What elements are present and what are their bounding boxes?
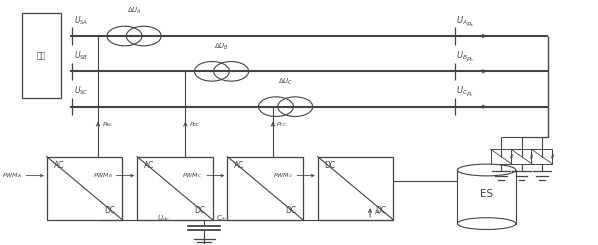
Text: $PWM_0$: $PWM_0$ xyxy=(273,171,293,180)
Text: AC: AC xyxy=(54,161,64,171)
Text: $\Delta U_C$: $\Delta U_C$ xyxy=(278,77,293,87)
Text: DC: DC xyxy=(285,206,296,215)
Bar xyxy=(22,13,62,98)
Bar xyxy=(457,170,515,224)
Text: $P_c$: $P_c$ xyxy=(466,90,474,99)
Text: $P_{BC}$: $P_{BC}$ xyxy=(189,121,201,129)
Bar xyxy=(532,149,553,164)
Text: $U_{SC}$: $U_{SC}$ xyxy=(74,85,89,98)
Text: $\beta$: $\beta$ xyxy=(509,152,514,161)
Text: $U_A$: $U_A$ xyxy=(456,14,468,27)
Bar xyxy=(47,157,123,220)
Bar xyxy=(511,149,532,164)
Text: DC: DC xyxy=(105,206,115,215)
Text: $P_b$: $P_b$ xyxy=(466,55,474,64)
Text: DC: DC xyxy=(325,161,335,171)
Text: $P_{CC}$: $P_{CC}$ xyxy=(276,121,288,129)
Ellipse shape xyxy=(457,218,515,230)
Text: $PWM_B$: $PWM_B$ xyxy=(93,171,112,180)
Text: AC: AC xyxy=(144,161,154,171)
Text: $U_{dc}$: $U_{dc}$ xyxy=(157,214,170,224)
Text: 电网: 电网 xyxy=(37,51,46,60)
Text: $U_{SB}$: $U_{SB}$ xyxy=(74,49,89,62)
Text: $P_a$: $P_a$ xyxy=(466,20,474,29)
Bar xyxy=(318,157,393,220)
Text: $U_C$: $U_C$ xyxy=(456,85,468,98)
Ellipse shape xyxy=(457,164,515,176)
Bar xyxy=(227,157,303,220)
Text: $PWM_C$: $PWM_C$ xyxy=(182,171,203,180)
Text: $\beta$: $\beta$ xyxy=(550,152,555,161)
Text: $\beta$: $\beta$ xyxy=(529,152,535,161)
Text: $C_{dc}$: $C_{dc}$ xyxy=(216,214,228,224)
Bar xyxy=(137,157,213,220)
Text: ES: ES xyxy=(480,189,493,199)
Text: $PWM_A$: $PWM_A$ xyxy=(2,171,22,180)
Text: DC: DC xyxy=(195,206,206,215)
Text: $U_{SA}$: $U_{SA}$ xyxy=(74,14,89,27)
Text: $U_B$: $U_B$ xyxy=(456,49,468,62)
Text: $\Delta U_A$: $\Delta U_A$ xyxy=(127,6,142,16)
Text: AC: AC xyxy=(234,161,245,171)
Text: DC: DC xyxy=(376,206,386,215)
Text: $P_s$: $P_s$ xyxy=(374,208,382,217)
Text: $\Delta U_B$: $\Delta U_B$ xyxy=(214,42,229,52)
Text: $P_{AC}$: $P_{AC}$ xyxy=(102,121,113,129)
Bar xyxy=(491,149,512,164)
